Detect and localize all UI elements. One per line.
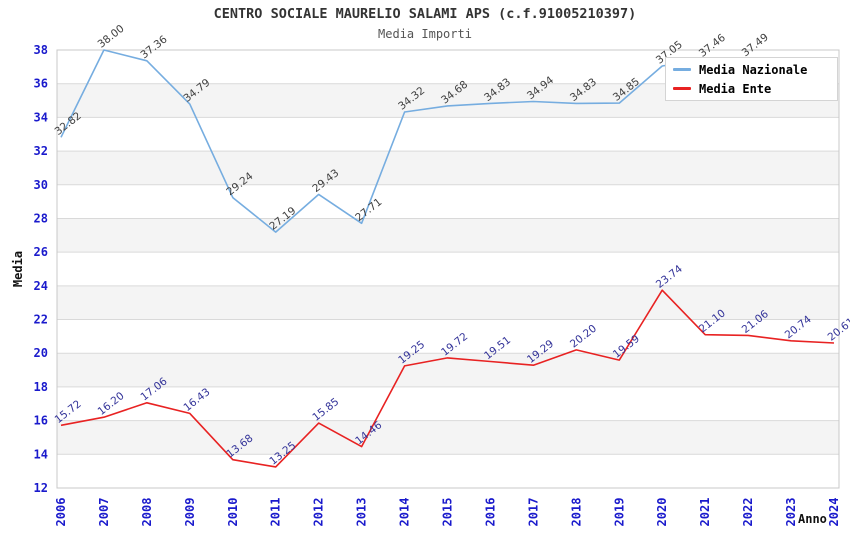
- x-axis-title: Anno: [798, 512, 827, 526]
- plot-band: [57, 151, 839, 185]
- chart-subtitle: Media Importi: [378, 27, 472, 41]
- x-axis-tick-label: 2013: [355, 498, 369, 527]
- plot-band: [57, 252, 839, 286]
- x-axis-tick-label: 2024: [827, 498, 841, 527]
- x-axis-tick-label: 2012: [312, 498, 326, 527]
- x-axis-tick-label: 2011: [269, 498, 283, 527]
- chart-title: CENTRO SOCIALE MAURELIO SALAMI APS (c.f.…: [213, 6, 637, 22]
- x-axis-tick-label: 2014: [398, 498, 412, 527]
- plot-band: [57, 454, 839, 488]
- y-axis-tick-label: 36: [34, 77, 48, 91]
- media-ente-line-swatch-icon: [673, 87, 691, 90]
- y-axis-tick-label: 22: [34, 313, 48, 327]
- y-axis-tick-label: 16: [34, 414, 48, 428]
- x-axis-tick-label: 2007: [97, 498, 111, 527]
- x-axis-tick-label: 2006: [54, 498, 68, 527]
- x-axis-tick-label: 2008: [140, 498, 154, 527]
- x-axis-tick-label: 2017: [526, 498, 540, 527]
- y-axis-tick-label: 24: [34, 279, 48, 293]
- plot-band: [57, 386, 839, 421]
- y-axis-tick-label: 26: [34, 245, 48, 259]
- x-axis-tick-label: 2018: [569, 498, 583, 527]
- plot-border: [56, 49, 840, 489]
- y-axis-title: Media: [11, 250, 25, 288]
- y-axis-tick-label: 30: [34, 178, 48, 192]
- x-axis-tick-label: 2010: [226, 498, 240, 527]
- x-axis-tick-label: 2009: [183, 498, 197, 527]
- legend-item-media-nazionale: Media Nazionale: [673, 63, 837, 77]
- x-axis-tick-label: 2015: [441, 498, 455, 527]
- y-axis-tick-label: 38: [34, 43, 48, 57]
- y-axis-tick-label: 32: [34, 144, 48, 158]
- x-axis-tick-label: 2023: [784, 498, 798, 527]
- legend: Media Nazionale Media Ente: [665, 57, 838, 101]
- plot-band: [57, 285, 839, 320]
- x-axis-tick-label: 2022: [741, 498, 755, 527]
- plot-band: [57, 420, 839, 455]
- series-line-media-ente: [60, 289, 835, 468]
- legend-label: Media Ente: [699, 81, 772, 96]
- plot-band: [57, 184, 839, 219]
- media-nazionale-line-swatch-icon: [673, 68, 691, 71]
- x-axis-tick-label: 2016: [483, 498, 497, 527]
- series-line-media-nazionale: [60, 49, 749, 233]
- y-axis-tick-label: 14: [34, 447, 48, 461]
- plot-band: [57, 117, 839, 152]
- legend-label: Media Nazionale: [699, 62, 808, 77]
- x-axis-tick-label: 2021: [698, 498, 712, 527]
- y-axis-tick-label: 28: [34, 211, 48, 225]
- plot-band: [57, 353, 839, 387]
- y-axis-tick-label: 18: [34, 380, 48, 394]
- plot-band: [57, 319, 839, 354]
- y-axis-tick-label: 12: [34, 481, 48, 495]
- legend-item-media-ente: Media Ente: [673, 82, 837, 96]
- y-axis-tick-label: 20: [34, 346, 48, 360]
- x-axis-tick-label: 2019: [612, 498, 626, 527]
- plot-band: [57, 218, 839, 253]
- x-axis-tick-label: 2020: [655, 498, 669, 527]
- y-axis-tick-label: 34: [34, 110, 48, 124]
